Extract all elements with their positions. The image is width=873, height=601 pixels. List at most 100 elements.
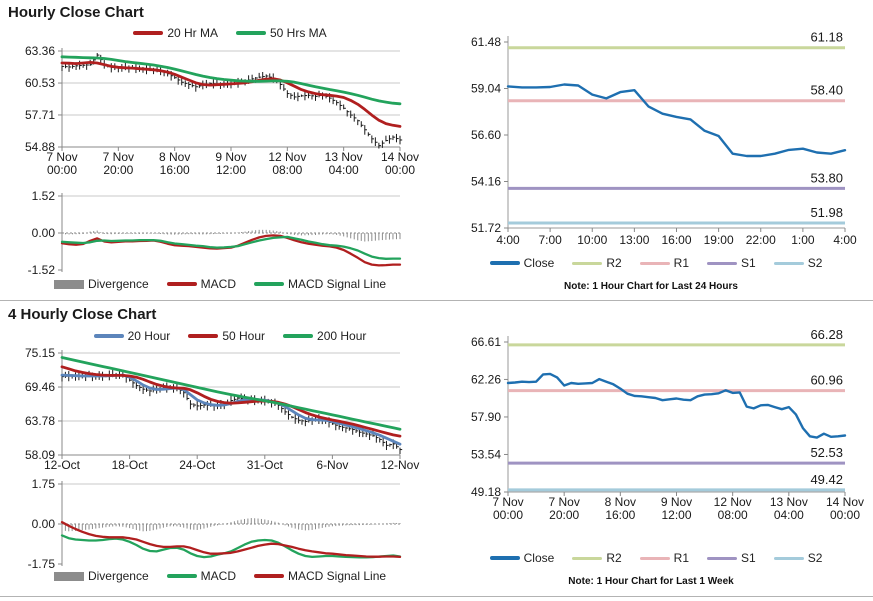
macd-legend-label: MACD <box>200 569 236 583</box>
hourly-sr-legend: Close R2 R1 S1 S2 <box>456 256 856 270</box>
svg-text:04:00: 04:00 <box>774 508 804 522</box>
svg-text:08:00: 08:00 <box>272 163 302 177</box>
legend-item-s2: S2 <box>773 256 822 270</box>
svg-text:16:00: 16:00 <box>605 508 635 522</box>
r1-legend-label: R1 <box>673 256 689 270</box>
hourly-macd-legend: Divergence MACD MACD Signal Line <box>30 277 410 291</box>
svg-text:60.96: 60.96 <box>810 373 843 388</box>
svg-text:57.71: 57.71 <box>25 108 55 122</box>
r2-line-swatch <box>572 261 603 265</box>
svg-text:7 Nov: 7 Nov <box>46 150 77 164</box>
svg-text:53.80: 53.80 <box>810 170 843 185</box>
svg-text:20:00: 20:00 <box>549 508 579 522</box>
hourly-chart-note: Note: 1 Hour Chart for Last 24 Hours <box>564 281 738 292</box>
legend-item-200hour: 200 Hour <box>283 329 366 343</box>
four-hourly-macd-chart: 1.75 0.00 -1.75 <box>28 477 402 571</box>
svg-text:13 Nov: 13 Nov <box>325 150 363 164</box>
s1-legend-label: S1 <box>741 256 756 270</box>
four-hourly-macd-legend: Divergence MACD MACD Signal Line <box>30 569 410 583</box>
svg-text:12 Nov: 12 Nov <box>268 150 306 164</box>
r2-line-swatch <box>572 556 603 560</box>
svg-text:14 Nov: 14 Nov <box>381 150 419 164</box>
r2-legend-label: R2 <box>606 551 622 565</box>
svg-text:16:00: 16:00 <box>160 163 190 177</box>
svg-text:4:00: 4:00 <box>496 233 520 247</box>
r1-legend-label: R1 <box>673 551 689 565</box>
s1-legend-label: S1 <box>741 551 756 565</box>
svg-text:10:00: 10:00 <box>577 233 607 247</box>
svg-text:12 Nov: 12 Nov <box>714 495 752 509</box>
svg-text:14 Nov: 14 Nov <box>826 495 864 509</box>
legend-item-macd: MACD <box>166 277 236 291</box>
svg-text:58.09: 58.09 <box>25 448 55 462</box>
divergence-bar-swatch <box>53 279 84 289</box>
svg-text:00:00: 00:00 <box>493 508 523 522</box>
weekly-sr-legend: Close R2 R1 S1 S2 <box>456 551 856 565</box>
ma50h-legend-label: 50 Hour <box>222 329 266 343</box>
close-line-swatch <box>489 261 520 265</box>
svg-text:63.78: 63.78 <box>25 414 55 428</box>
ma20h-legend-label: 20 Hour <box>127 329 171 343</box>
four-hourly-chart-title: 4 Hourly Close Chart <box>8 306 157 323</box>
close-line-swatch <box>489 556 520 560</box>
legend-item-s1: S1 <box>707 256 756 270</box>
svg-text:-1.52: -1.52 <box>28 263 56 277</box>
svg-text:1.52: 1.52 <box>32 189 56 203</box>
weekly-chart-note: Note: 1 Hour Chart for Last 1 Week <box>568 576 734 587</box>
svg-text:-1.75: -1.75 <box>28 557 56 571</box>
r1-line-swatch <box>639 556 670 560</box>
legend-item-20hr-ma: 20 Hr MA <box>133 26 218 40</box>
svg-text:7:00: 7:00 <box>538 233 562 247</box>
legend-item-r1: R1 <box>639 551 689 565</box>
ma200h-line-swatch <box>283 334 314 338</box>
svg-text:1.75: 1.75 <box>32 477 56 491</box>
svg-text:51.72: 51.72 <box>471 221 501 235</box>
legend-item-s1: S1 <box>707 551 756 565</box>
svg-text:49.42: 49.42 <box>810 472 843 487</box>
svg-text:66.28: 66.28 <box>810 327 843 342</box>
four-hourly-section: 4 Hourly Close Chart 20 Hour 50 Hour 200… <box>0 301 873 597</box>
svg-text:19:00: 19:00 <box>704 233 734 247</box>
svg-text:18-Oct: 18-Oct <box>112 458 149 472</box>
svg-text:4:00: 4:00 <box>833 233 857 247</box>
ma20-line-swatch <box>133 31 164 35</box>
svg-text:54.16: 54.16 <box>471 175 501 189</box>
svg-text:62.26: 62.26 <box>471 372 501 386</box>
svg-text:7 Nov: 7 Nov <box>548 495 579 509</box>
hourly-section: Hourly Close Chart 20 Hr MA 50 Hrs MA 63… <box>0 4 873 301</box>
svg-text:00:00: 00:00 <box>385 163 415 177</box>
legend-item-50hour: 50 Hour <box>188 329 265 343</box>
legend-item-r2: R2 <box>572 256 622 270</box>
s2-legend-label: S2 <box>807 551 823 565</box>
svg-text:60.53: 60.53 <box>25 76 55 90</box>
svg-text:75.15: 75.15 <box>25 346 55 360</box>
legend-item-divergence: Divergence <box>53 277 149 291</box>
svg-text:6-Nov: 6-Nov <box>316 458 348 472</box>
s1-line-swatch <box>707 261 737 265</box>
svg-text:9 Nov: 9 Nov <box>215 150 246 164</box>
svg-text:63.36: 63.36 <box>25 44 55 58</box>
legend-item-r1: R1 <box>639 256 689 270</box>
svg-text:0.00: 0.00 <box>32 517 56 531</box>
svg-text:08:00: 08:00 <box>718 508 748 522</box>
divergence-legend-label: Divergence <box>87 277 149 291</box>
macd-signal-line-swatch <box>254 574 284 578</box>
svg-text:12:00: 12:00 <box>661 508 691 522</box>
ma50h-line-swatch <box>188 334 219 338</box>
svg-text:8 Nov: 8 Nov <box>605 495 636 509</box>
close-legend-label: Close <box>523 551 555 565</box>
svg-text:00:00: 00:00 <box>830 508 860 522</box>
svg-text:52.53: 52.53 <box>810 445 843 460</box>
svg-text:57.90: 57.90 <box>471 410 501 424</box>
hourly-macd-chart: 1.52 0.00 -1.52 <box>28 189 402 277</box>
macd-line-swatch <box>166 574 197 578</box>
macd-signal-legend-label: MACD Signal Line <box>288 569 387 583</box>
svg-text:59.04: 59.04 <box>471 82 501 96</box>
svg-text:53.54: 53.54 <box>471 447 501 461</box>
svg-text:54.88: 54.88 <box>25 140 55 154</box>
svg-text:9 Nov: 9 Nov <box>661 495 692 509</box>
